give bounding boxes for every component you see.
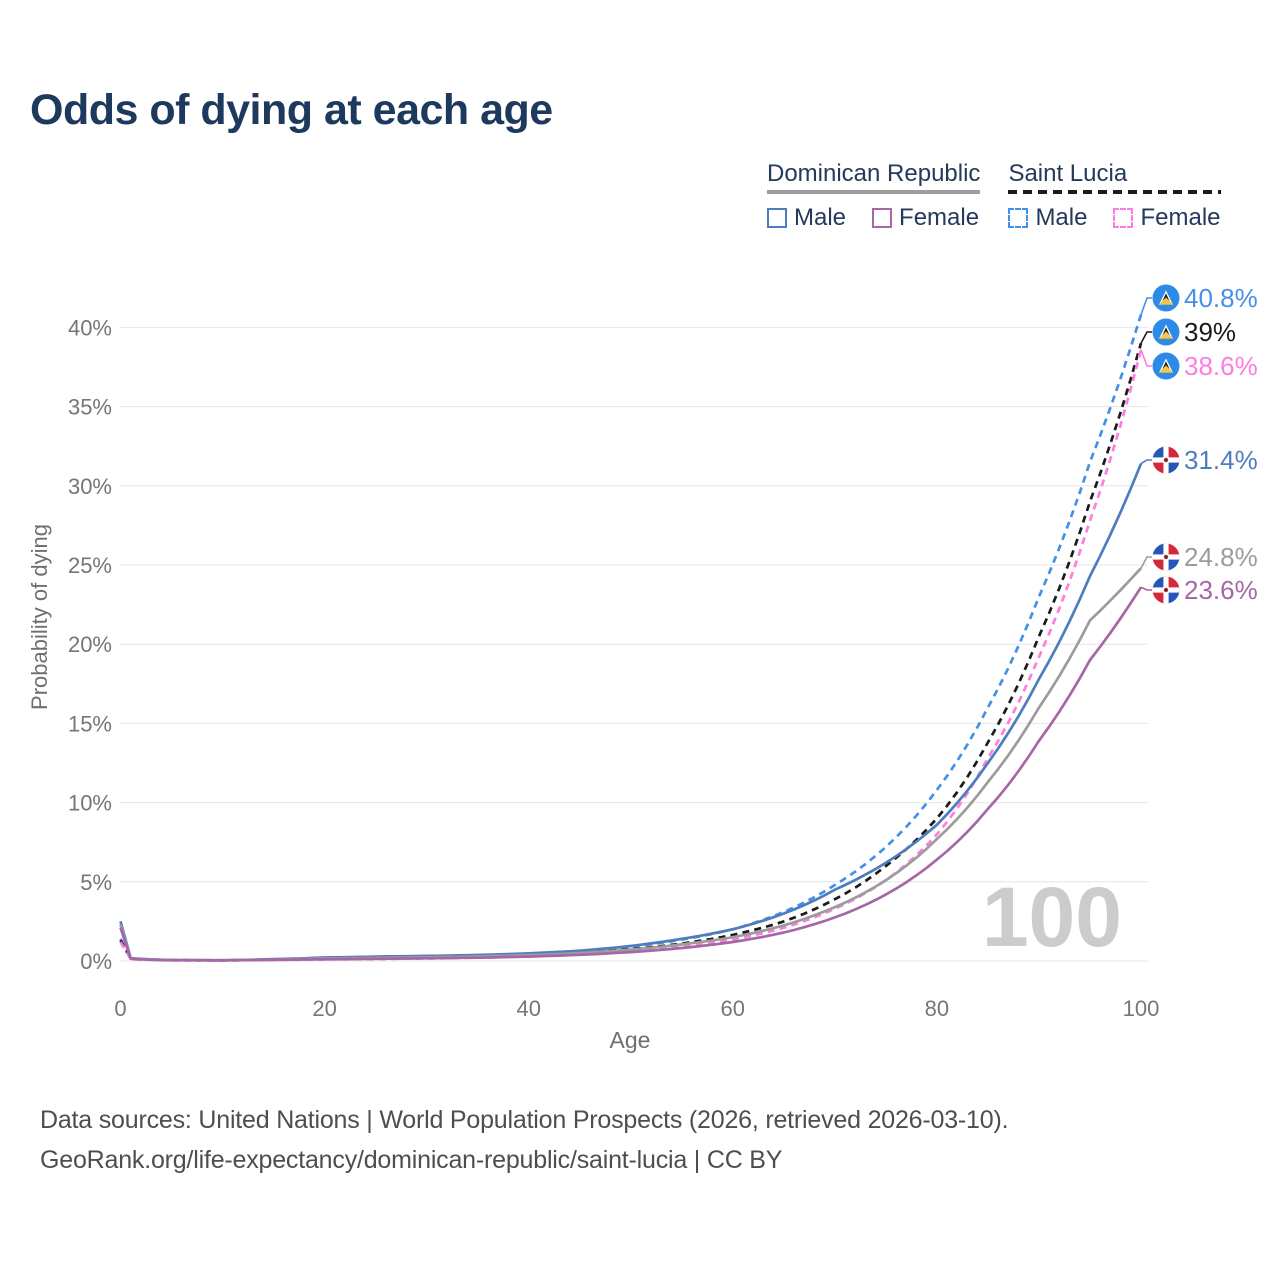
x-tick-label: 0	[114, 996, 126, 1021]
end-value-label: 24.8%	[1184, 542, 1258, 572]
saint-lucia-flag-icon	[1152, 284, 1180, 312]
end-labels: 40.8% 39% 38.6% 31.4% 24.8%23.6%	[1140, 283, 1258, 605]
y-tick-label: 30%	[68, 474, 112, 499]
y-tick-label: 10%	[68, 791, 112, 816]
legend-item-dr-male[interactable]: Male	[767, 204, 846, 232]
y-tick-label: 5%	[80, 870, 112, 895]
legend-group-saint-lucia: Saint Lucia Male Female	[1008, 160, 1221, 232]
saint-lucia-flag-icon	[1152, 352, 1180, 380]
x-tick-label: 40	[516, 996, 540, 1021]
y-tick-label: 25%	[68, 553, 112, 578]
legend-group-dominican-republic: Dominican Republic Male Female	[767, 160, 981, 232]
end-value-label: 31.4%	[1184, 445, 1258, 475]
gridlines	[120, 326, 1148, 962]
label-leader-line	[1140, 331, 1152, 344]
y-tick-label: 35%	[68, 395, 112, 420]
legend-items-dominican-republic: Male Female	[767, 204, 980, 232]
series-line-saint-lucia-male	[119, 314, 1143, 962]
legend-item-sl-female[interactable]: Female	[1113, 204, 1221, 232]
axes: 0% 5% 10% 15% 20% 25% 30% 35% 40% 0 20 40 60 80 100	[68, 315, 1159, 1021]
footer: Data sources: United Nations | World Pop…	[40, 1100, 1250, 1180]
end-value-label: 23.6%	[1184, 575, 1258, 605]
label-leader-line	[1140, 586, 1152, 591]
series-line-saint-lucia-female	[119, 349, 1143, 962]
label-leader-line	[1140, 459, 1152, 465]
series-line-saint-lucia	[119, 342, 1143, 962]
dominican-republic-flag-icon	[1152, 446, 1180, 474]
label-leader-line	[1140, 297, 1152, 315]
x-tick-label: 60	[721, 996, 745, 1021]
legend-item-dr-female[interactable]: Female	[872, 204, 979, 232]
legend-header-dominican-republic[interactable]: Dominican Republic	[767, 160, 981, 196]
dominican-republic-flag-icon	[1152, 576, 1180, 604]
watermark-age-100: 100	[982, 870, 1122, 964]
x-tick-label: 80	[925, 996, 949, 1021]
dr-male-swatch-icon	[767, 208, 787, 228]
legend-item-label: Male	[794, 204, 847, 231]
series-line-dominican-republic-female	[119, 586, 1143, 962]
legend-header-label: Saint Lucia	[1008, 160, 1128, 187]
data-sources-line: Data sources: United Nations | World Pop…	[40, 1106, 1009, 1134]
y-tick-label: 40%	[68, 315, 112, 340]
y-axis-title: Probability of dying	[27, 524, 52, 710]
dominican-republic-flag-icon	[1152, 543, 1180, 571]
attribution-line: GeoRank.org/life-expectancy/dominican-re…	[40, 1146, 783, 1174]
y-tick-label: 15%	[68, 711, 112, 736]
sl-female-swatch-icon	[1113, 208, 1134, 228]
x-tick-label: 20	[312, 996, 336, 1021]
end-value-label: 39%	[1184, 317, 1236, 347]
dr-female-swatch-icon	[872, 208, 893, 228]
y-tick-label: 0%	[80, 949, 112, 974]
saint-lucia-flag-icon	[1152, 318, 1180, 346]
end-value-label: 38.6%	[1184, 351, 1258, 381]
legend: Dominican Republic Male Female Saint Luc…	[767, 160, 1221, 232]
dominican-republic-solid-line-sample	[767, 190, 981, 194]
x-axis-title: Age	[610, 1027, 651, 1053]
legend-item-label: Female	[899, 204, 980, 231]
legend-item-label: Female	[1140, 204, 1221, 231]
legend-item-label: Male	[1035, 204, 1088, 231]
legend-items-saint-lucia: Male Female	[1008, 204, 1221, 232]
label-leader-line	[1140, 556, 1152, 569]
y-tick-label: 20%	[68, 632, 112, 657]
legend-header-label: Dominican Republic	[767, 160, 981, 187]
end-value-label: 40.8%	[1184, 283, 1258, 313]
legend-header-saint-lucia[interactable]: Saint Lucia	[1008, 160, 1221, 196]
label-leader-line	[1140, 349, 1152, 367]
page-title: Odds of dying at each age	[30, 86, 553, 134]
series-lines	[119, 314, 1143, 962]
legend-item-sl-male[interactable]: Male	[1008, 204, 1087, 232]
x-tick-label: 100	[1123, 996, 1160, 1021]
sl-male-swatch-icon	[1008, 208, 1029, 228]
saint-lucia-dashed-line-sample	[1008, 190, 1221, 194]
